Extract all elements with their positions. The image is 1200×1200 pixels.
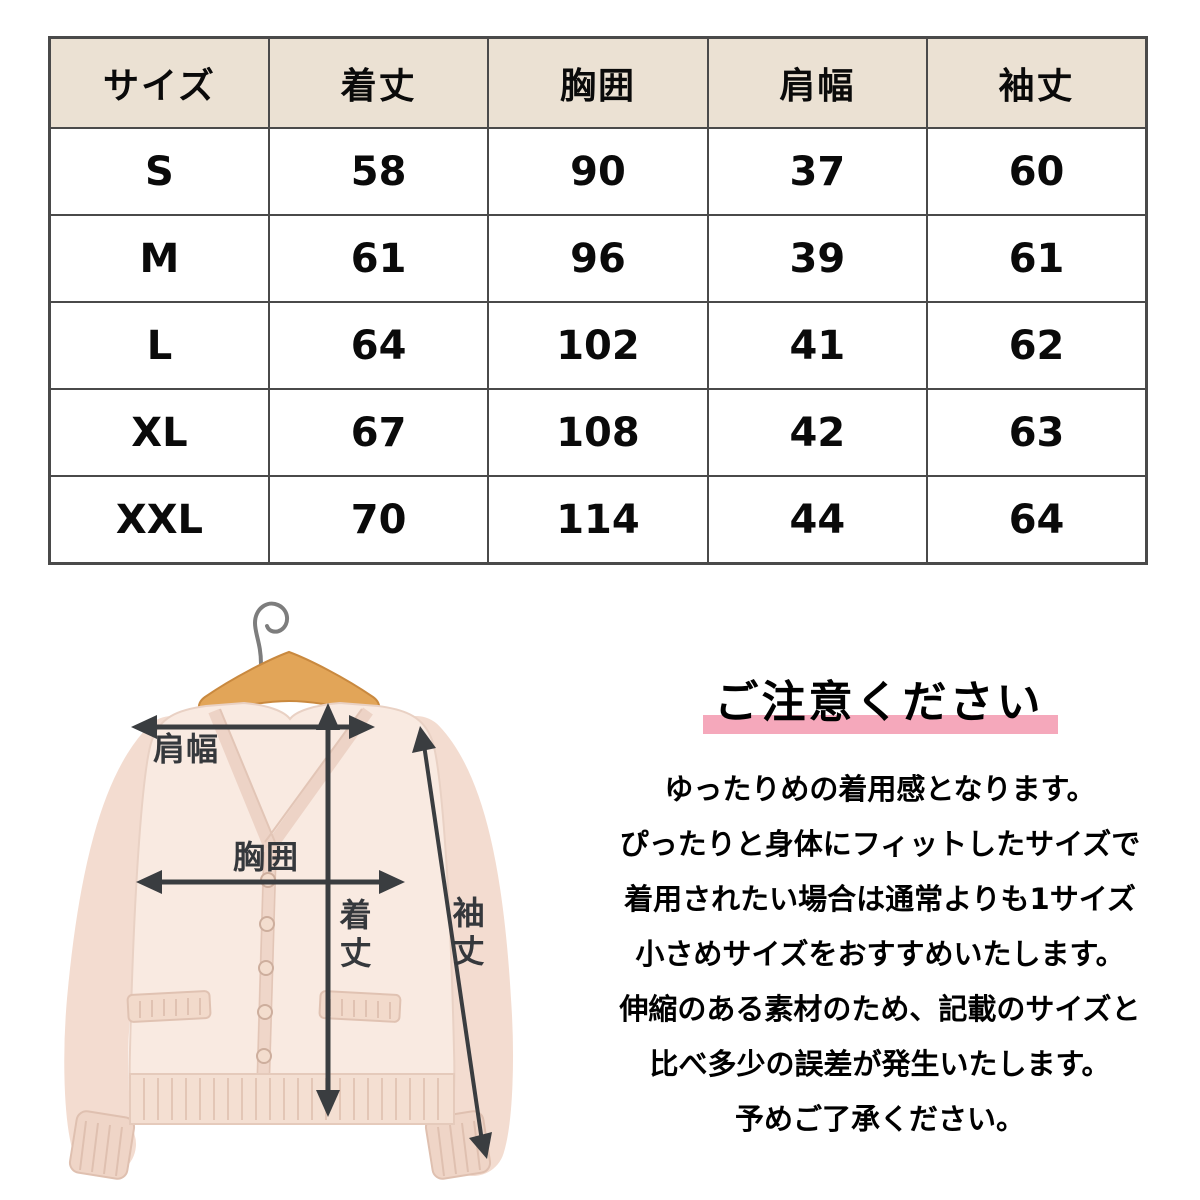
measure-arrows [131,703,492,1159]
cardigan-measurement-diagram: 肩幅 胸囲 着丈 袖丈 [0,580,560,1200]
header-sleeve: 袖丈 [926,36,1148,129]
header-chest: 胸囲 [487,36,709,129]
header-shoulder: 肩幅 [706,36,929,129]
table-row-xxl: XXL 70 114 44 64 [48,475,1148,565]
sleeve-length-label: 袖丈 [447,896,486,972]
value-cell: 61 [926,214,1148,303]
length-arrow [316,703,340,1117]
value-cell: 58 [267,127,490,216]
shoulder-width-label: 肩幅 [153,730,220,768]
chest-arrow [136,870,405,894]
length-label: 着丈 [334,898,373,974]
chest-label: 胸囲 [233,838,300,876]
hanger-icon [197,650,381,715]
value-cell: 114 [487,475,709,565]
notice-line: ぴったりと身体にフィットしたサイズで [619,827,1141,861]
size-cell: S [48,127,270,216]
notice-title: ご注意ください [702,666,1058,734]
value-cell: 90 [487,127,709,216]
value-cell: 96 [487,214,709,303]
size-cell: XXL [48,475,270,565]
sleeve-length-arrow [412,726,492,1159]
notice-section: ご注意ください ゆったりめの着用感となります。 ぴったりと身体にフィットしたサイ… [560,666,1200,1147]
value-cell: 64 [267,301,490,390]
table-row-m: M 61 96 39 61 [48,214,1148,303]
value-cell: 44 [706,475,929,565]
notice-line: 比べ多少の誤差が発生いたします。 [649,1047,1111,1081]
value-cell: 64 [926,475,1148,565]
hem-ribs [143,1078,439,1120]
value-cell: 108 [487,388,709,477]
table-row-l: L 64 102 41 62 [48,301,1148,390]
value-cell: 37 [706,127,929,216]
size-cell: M [48,214,270,303]
value-cell: 102 [487,301,709,390]
notice-line: 小さめサイズをおすすめいたします。 [635,937,1125,971]
pockets [126,990,402,1023]
header-length: 着丈 [267,36,490,129]
size-cell: XL [48,388,270,477]
value-cell: 39 [706,214,929,303]
value-cell: 61 [267,214,490,303]
value-cell: 62 [926,301,1148,390]
value-cell: 67 [267,388,490,477]
cuff-ribs [79,1120,481,1177]
table-row-s: S 58 90 37 60 [48,127,1148,216]
size-table: サイズ 着丈 胸囲 肩幅 袖丈 S 58 90 37 60 M 61 96 39… [48,36,1148,565]
value-cell: 70 [267,475,490,565]
size-table-header-row: サイズ 着丈 胸囲 肩幅 袖丈 [48,36,1148,129]
table-row-xl: XL 67 108 42 63 [48,388,1148,477]
notice-line: 予めご了承ください。 [734,1102,1025,1136]
cardigan-illustration [64,601,513,1180]
header-size: サイズ [48,36,270,129]
value-cell: 42 [706,388,929,477]
value-cell: 63 [926,388,1148,477]
notice-body: ゆったりめの着用感となります。 ぴったりと身体にフィットしたサイズで 着用された… [560,762,1200,1147]
notice-line: 着用されたい場合は通常よりも1サイズ [624,882,1136,916]
value-cell: 60 [926,127,1148,216]
value-cell: 41 [706,301,929,390]
size-cell: L [48,301,270,390]
hanger-hook-icon [252,601,289,666]
hem-band [129,1073,455,1125]
notice-line: 伸縮のある素材のため、記載のサイズと [619,992,1141,1026]
notice-line: ゆったりめの着用感となります。 [664,772,1096,806]
